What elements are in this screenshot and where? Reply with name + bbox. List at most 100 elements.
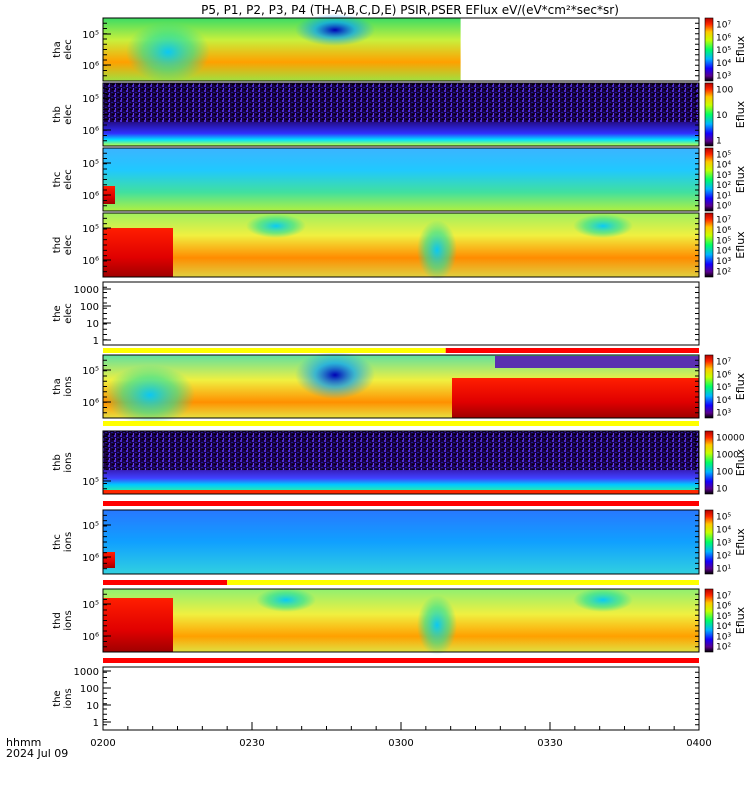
- panel-thc-elec: [103, 148, 699, 211]
- y-tick-label: 10⁵: [82, 94, 99, 105]
- y-tick-label: 10⁶: [82, 398, 99, 409]
- flag-bar-segment: [103, 421, 699, 426]
- spectrogram-images: [103, 14, 699, 655]
- colorbar-tick-label: 10⁶: [716, 33, 731, 43]
- y-axis-label-line2: ions: [63, 532, 74, 552]
- colorbar-tick-label: 10⁷: [716, 358, 731, 368]
- colorbar: [704, 588, 714, 653]
- colorbar-label: Eflux: [734, 606, 747, 634]
- x-tick-label: 0200: [90, 738, 115, 749]
- colorbar-tick-label: 10⁷: [716, 216, 731, 226]
- spectrogram-field: [103, 148, 699, 211]
- colorbar-tick-label: 10⁷: [716, 21, 731, 31]
- colorbar-tick-label: 10⁵: [716, 151, 731, 161]
- colorbar-tick-label: 10⁶: [716, 226, 731, 236]
- colorbar-tick-label: 10⁵: [716, 46, 731, 56]
- y-axis-label-line2: ions: [63, 452, 74, 472]
- x-axis-label: hhmm: [6, 736, 41, 749]
- colorbar-tick-label: 1000: [716, 451, 739, 461]
- colorbar-tick-label: 10¹: [716, 191, 731, 201]
- y-axis-label-line1: thc: [52, 172, 63, 188]
- panel-tha-ions: [103, 351, 699, 425]
- y-tick-label: 10⁵: [82, 600, 99, 611]
- y-axis-label: thcelec: [52, 169, 74, 190]
- y-tick-label: 100: [80, 684, 99, 695]
- colorbar-tick-label: 10⁴: [716, 247, 731, 257]
- y-tick-label: 10⁶: [82, 632, 99, 643]
- y-tick-label: 10⁵: [82, 477, 99, 488]
- colorbar-tick-label: 10000: [716, 434, 745, 444]
- y-tick-label: 10: [86, 701, 99, 712]
- y-tick-label: 10⁵: [82, 30, 99, 41]
- y-tick-label: 10⁶: [82, 61, 99, 72]
- colorbar-tick-label: 10²: [716, 643, 731, 653]
- flag-bar-segment: [103, 580, 228, 585]
- cold-region: [246, 214, 306, 238]
- plot-title: P5, P1, P2, P3, P4 (TH-A,B,C,D,E) PSIR,P…: [201, 3, 619, 17]
- panel-thc-ions: [103, 510, 699, 574]
- colorbar-tick-label: 10²: [716, 181, 731, 191]
- colorbar-tick-label: 10⁴: [716, 59, 731, 69]
- y-tick-label: 10⁶: [82, 553, 99, 564]
- y-tick-label: 100: [80, 302, 99, 313]
- x-axis: 0200 0230 0300 0330 0400 hhmm 2024 Jul 09: [6, 722, 712, 760]
- y-axis-label-line1: thd: [52, 237, 63, 254]
- colorbar: [704, 430, 714, 495]
- colorbar-label: Eflux: [734, 448, 747, 476]
- colorbar-tick-label: 10⁴: [716, 622, 731, 632]
- y-tick-label: 10⁶: [82, 126, 99, 137]
- colorbar-tick-label: 10⁵: [716, 236, 731, 246]
- panel-thd-ions: [103, 588, 699, 655]
- y-axis-label: thaions: [52, 376, 74, 396]
- colorbar-label: Eflux: [734, 528, 747, 556]
- colorbar-tick-label: 10⁵: [716, 612, 731, 622]
- colorbar-tick-label: 10³: [716, 539, 731, 549]
- y-axis-label-line1: tha: [52, 378, 63, 394]
- noise-field: [103, 431, 699, 471]
- y-axis-label: thdelec: [52, 235, 74, 256]
- y-axis-label: thaelec: [52, 39, 74, 60]
- colorbar-tick-label: 10⁶: [716, 602, 731, 612]
- y-tick-label: 1000: [74, 667, 99, 678]
- panel-thb-ions: [103, 431, 699, 494]
- hot-patch: [103, 598, 173, 652]
- colorbar-tick-label: 10⁰: [716, 202, 731, 212]
- colorbar-tick-label: 10²: [716, 268, 731, 278]
- y-tick-label: 1: [93, 336, 99, 347]
- colorbar-tick-label: 10³: [716, 171, 731, 181]
- colorbar-tick-label: 10⁶: [716, 370, 731, 380]
- panel-frame: [102, 281, 700, 346]
- panel-labels: 10⁵ 10⁶ thaelec 10⁵ 10⁶ thbelec 10⁵ 10⁶ thcelec 1…: [52, 30, 99, 729]
- flag-bar-segment: [103, 348, 446, 353]
- colorbar-tick-label: 10¹: [716, 565, 731, 575]
- panel-thb-elec: [103, 83, 699, 146]
- noise-field: [103, 83, 699, 123]
- colorbar-tick-label: 10⁴: [716, 396, 731, 406]
- y-axis-label-line1: thd: [52, 612, 63, 629]
- x-tick-label: 0330: [537, 738, 562, 749]
- colorbar-tick-label: 10: [716, 485, 728, 495]
- panel-frame: [102, 666, 700, 731]
- y-axis-label: thcions: [52, 532, 74, 552]
- colorbar-tick-label: 10³: [716, 72, 731, 82]
- y-axis-label: thbions: [52, 452, 74, 472]
- y-axis-label-line2: ions: [63, 610, 74, 630]
- y-axis-label-line1: thc: [52, 534, 63, 550]
- y-tick-label: 10⁶: [82, 191, 99, 202]
- cold-region: [573, 588, 633, 612]
- cold-region: [126, 22, 210, 82]
- y-axis-label: thbelec: [52, 104, 74, 125]
- colorbar-tick-label: 10²: [716, 552, 731, 562]
- x-tick-label: 0300: [388, 738, 413, 749]
- flag-bar-segment: [227, 580, 699, 585]
- y-tick-label: 10⁶: [82, 256, 99, 267]
- hot-patch: [103, 228, 173, 277]
- x-tick-labels: 0200 0230 0300 0330 0400: [90, 722, 712, 749]
- flag-bar-segment: [103, 658, 699, 663]
- dark-band: [495, 356, 699, 368]
- colorbar-tick-label: 10³: [716, 257, 731, 267]
- y-tick-label: 10⁵: [82, 521, 99, 532]
- y-tick-label: 10⁵: [82, 366, 99, 377]
- cold-region: [295, 14, 375, 46]
